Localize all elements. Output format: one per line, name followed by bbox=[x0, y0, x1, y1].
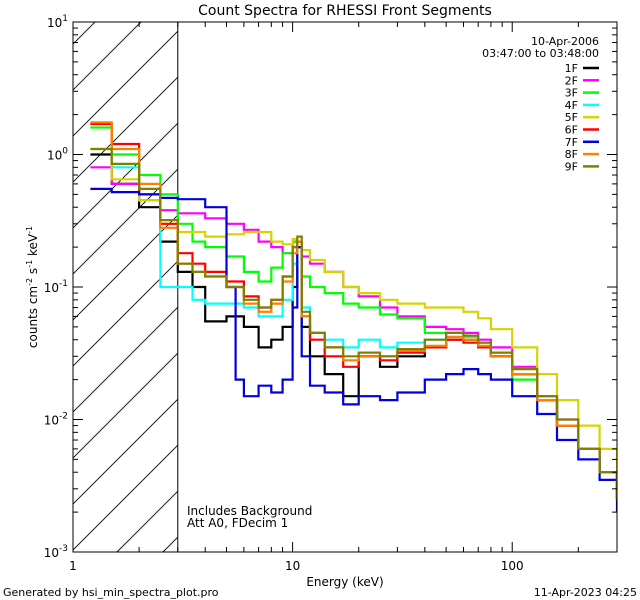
timestamp-footer: 11-Apr-2023 04:25 bbox=[534, 586, 637, 599]
y-axis-label-exp-s: -1 bbox=[25, 260, 34, 268]
hatch-line bbox=[73, 444, 178, 551]
y-tick-label-base: 10 bbox=[44, 546, 59, 560]
x-tick-label: 1 bbox=[69, 559, 77, 573]
legend-label-3f: 3F bbox=[565, 87, 578, 100]
y-tick-label: 10-1 bbox=[44, 279, 68, 295]
y-axis-label-unit-counts: counts cm bbox=[26, 286, 40, 348]
y-tick-label-base: 10 bbox=[47, 16, 62, 30]
series-line-3f bbox=[90, 126, 617, 500]
hatch-line bbox=[73, 30, 178, 137]
legend-label-2f: 2F bbox=[565, 74, 578, 87]
series-group bbox=[90, 121, 617, 513]
legend-label-9f: 9F bbox=[565, 160, 578, 173]
series-line-9f bbox=[90, 147, 617, 500]
legend-label-4f: 4F bbox=[565, 99, 578, 112]
y-tick-label-exponent: -1 bbox=[59, 279, 68, 289]
time-range-label: 03:47:00 to 03:48:00 bbox=[482, 47, 599, 60]
hatch-line bbox=[73, 398, 178, 505]
y-tick-label-base: 10 bbox=[44, 281, 59, 295]
y-tick-label-base: 10 bbox=[47, 149, 62, 163]
y-axis-label-exp-kev: -1 bbox=[25, 226, 34, 234]
attenuator-note: Att A0, FDecim 1 bbox=[187, 516, 288, 530]
background-note: Includes Background bbox=[187, 504, 312, 518]
hatch-line bbox=[73, 168, 178, 275]
y-tick-label: 10-3 bbox=[44, 544, 68, 560]
x-tick-label: 100 bbox=[501, 559, 524, 573]
y-tick-label-exponent: 1 bbox=[62, 14, 68, 24]
hatched-region bbox=[73, 22, 178, 552]
legend-label-7f: 7F bbox=[565, 136, 578, 149]
date-label: 10-Apr-2006 bbox=[531, 35, 599, 48]
y-tick-label-exponent: 0 bbox=[62, 147, 68, 157]
chart-title: Count Spectra for RHESSI Front Segments bbox=[198, 3, 492, 19]
generated-by-footer: Generated by hsi_min_spectra_plot.pro bbox=[3, 586, 219, 599]
series-line-7f bbox=[90, 187, 617, 513]
x-axis-label: Energy (keV) bbox=[306, 575, 383, 589]
y-tick-label: 10-2 bbox=[44, 412, 68, 428]
hatch-line bbox=[73, 22, 142, 91]
hatch-line bbox=[73, 76, 178, 183]
y-tick-label: 100 bbox=[47, 147, 68, 163]
y-tick-label-exponent: -3 bbox=[59, 544, 68, 554]
legend-label-5f: 5F bbox=[565, 111, 578, 124]
hatch-line bbox=[73, 214, 178, 321]
y-tick-label: 101 bbox=[47, 14, 68, 30]
legend-label-6f: 6F bbox=[565, 124, 578, 137]
y-tick-label-exponent: -2 bbox=[59, 412, 68, 422]
hatch-line bbox=[73, 260, 178, 367]
legend-label-8f: 8F bbox=[565, 148, 578, 161]
y-axis-label-exp-cm: -2 bbox=[25, 278, 34, 286]
series-line-5f bbox=[90, 147, 617, 480]
x-tick-label: 10 bbox=[285, 559, 300, 573]
y-axis-label-unit-s: s bbox=[26, 268, 40, 278]
legend-label-1f: 1F bbox=[565, 62, 578, 75]
y-axis-label: counts cm-2 s-1 keV-1 bbox=[25, 226, 40, 348]
y-axis-label-unit-kev: keV bbox=[26, 233, 40, 260]
y-tick-label-base: 10 bbox=[44, 414, 59, 428]
